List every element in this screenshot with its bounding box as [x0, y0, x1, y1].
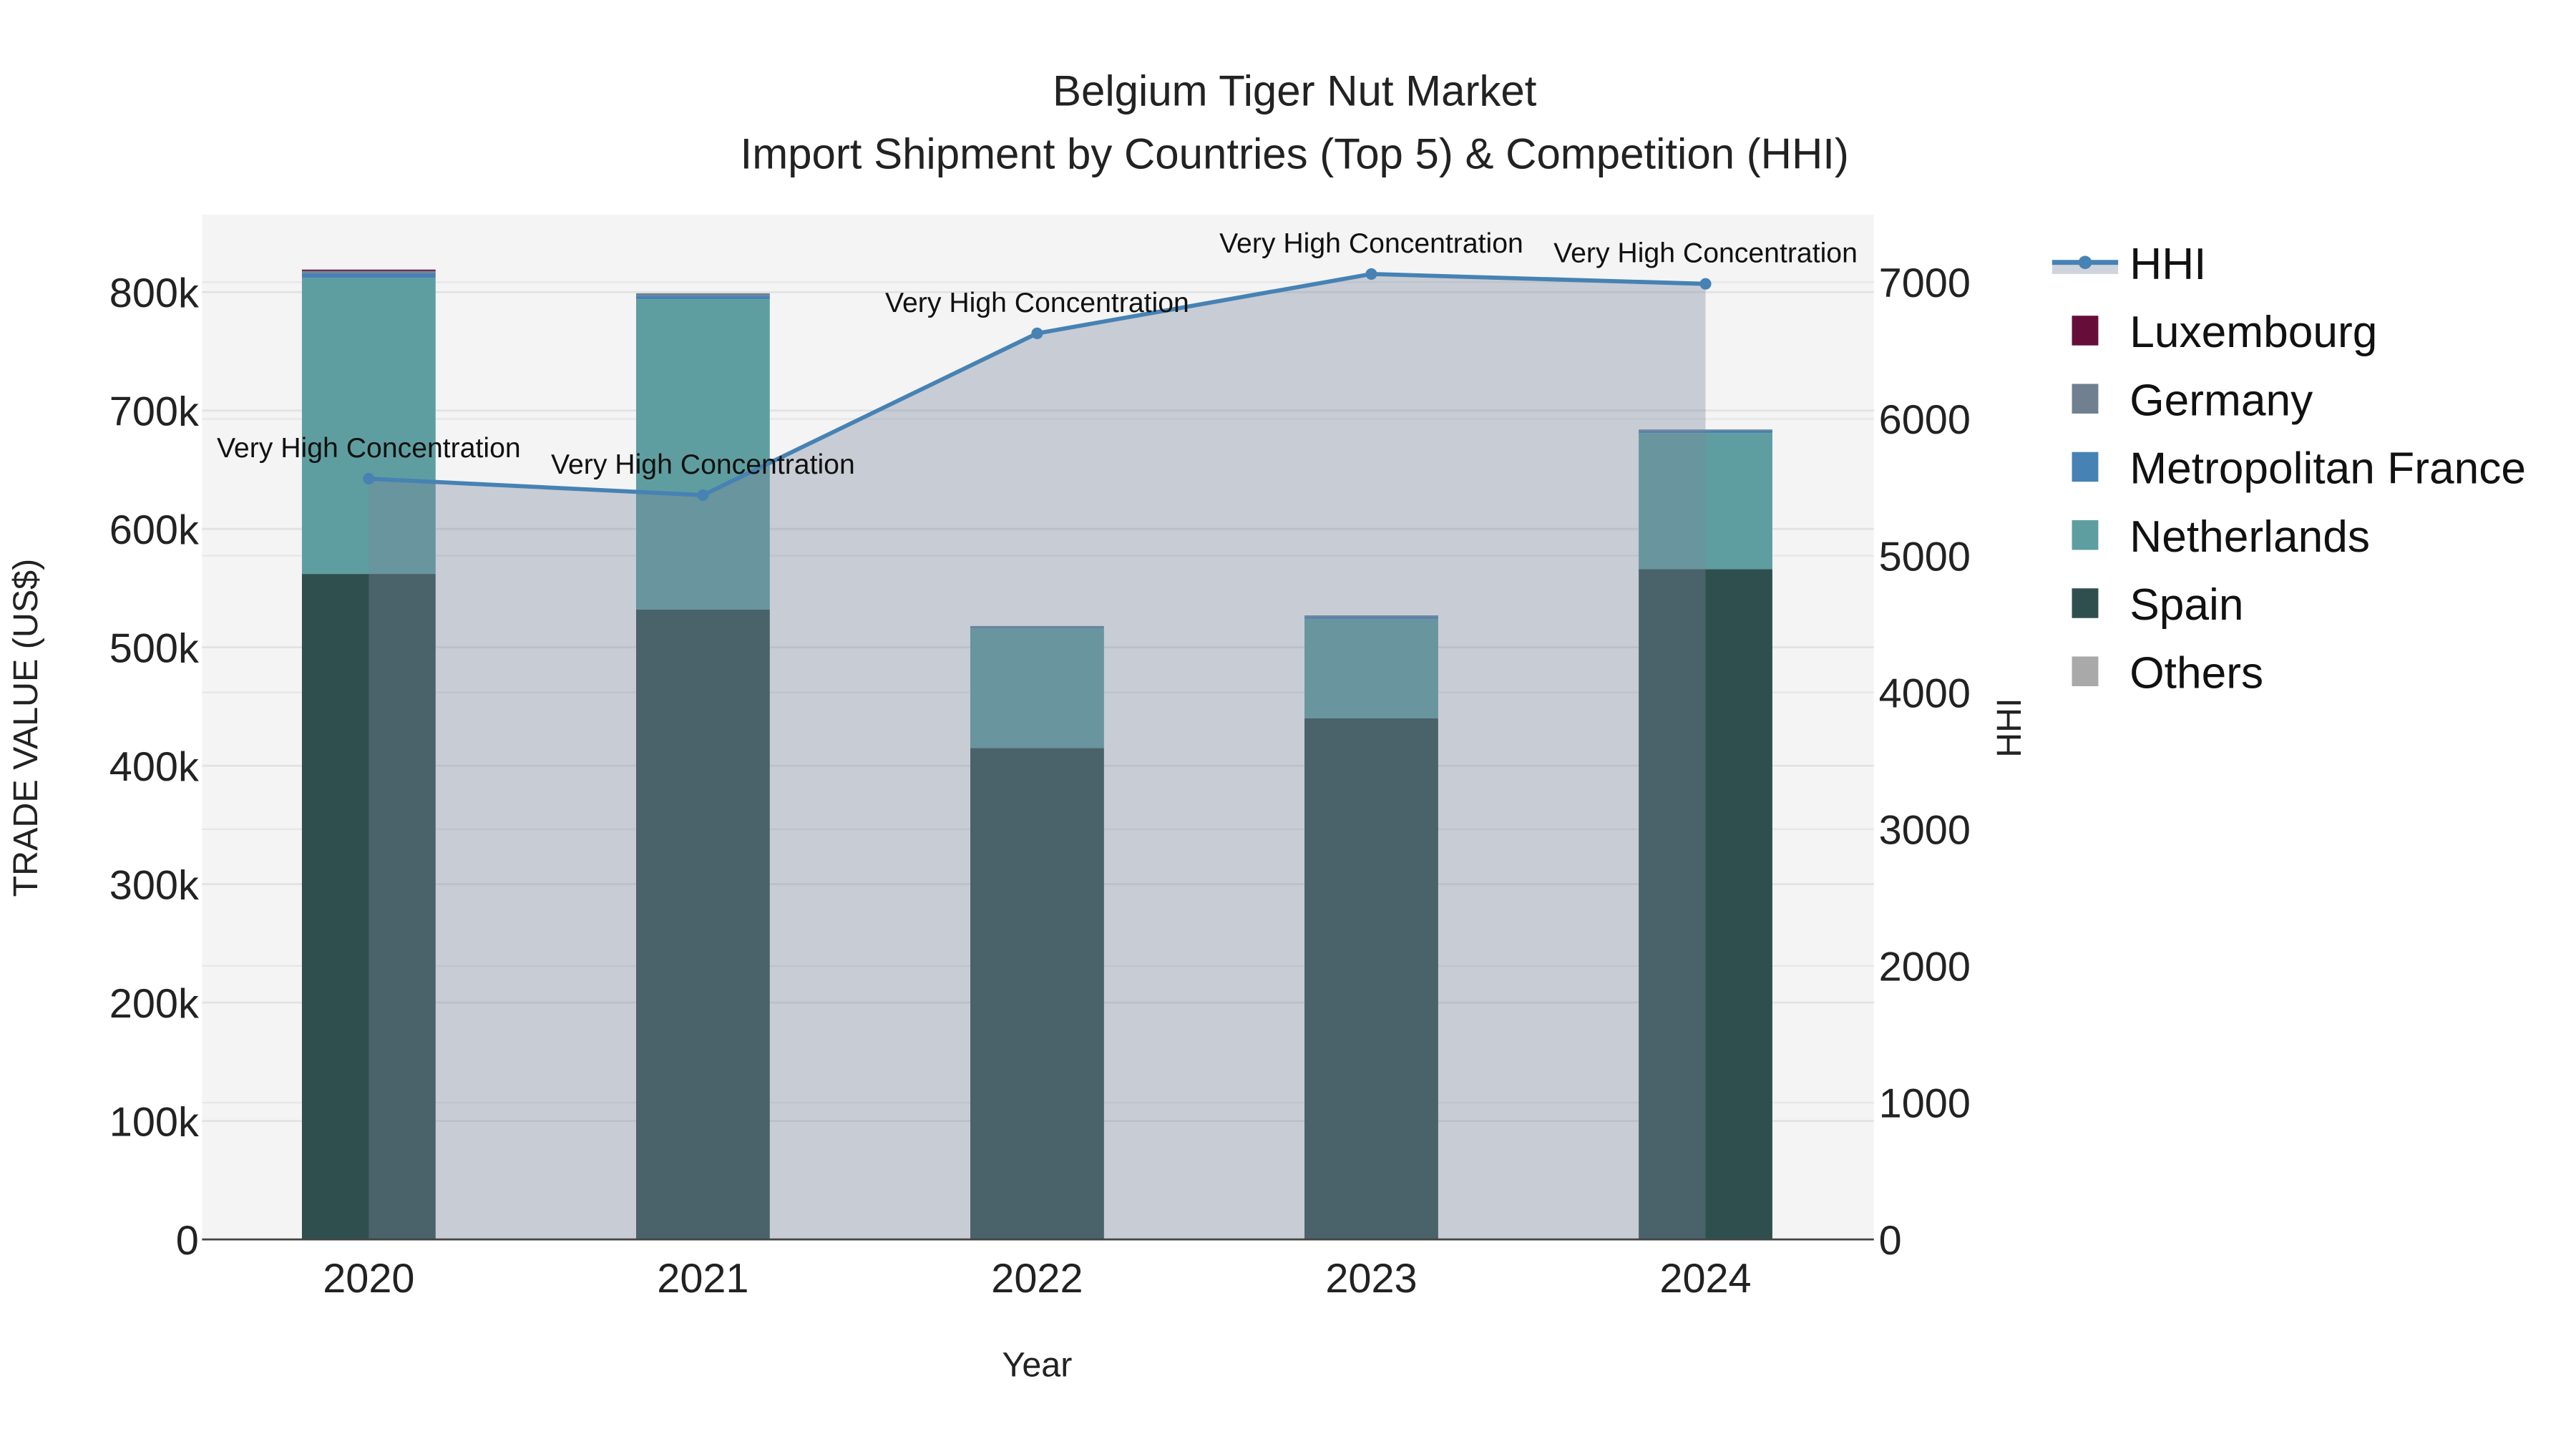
y2-tick-label: 6000 — [1879, 397, 1971, 443]
x-tick-label: 2022 — [991, 1256, 1083, 1302]
bar-netherlands-2024 — [1639, 433, 1772, 570]
legend-item-hhi[interactable]: HHI — [2051, 240, 2207, 289]
hhi-annotation: Very High Concentration — [885, 288, 1189, 318]
y2-tick-label: 5000 — [1879, 534, 1971, 580]
y-axis-ticks: 0 100k 200k 300k 400k 500k 600k 700k 800k — [109, 270, 199, 1264]
bar-germany-2021 — [635, 293, 770, 296]
legend-item-luxembourg[interactable]: Luxembourg — [2072, 308, 2378, 357]
bar-metropolitan-france-2024 — [1639, 430, 1772, 434]
bar-netherlands-2023 — [1304, 618, 1438, 718]
legend: HHI Luxembourg Germany Metropolitan France N… — [2051, 240, 2526, 698]
legend-label: Spain — [2129, 580, 2243, 630]
y-tick-label: 500k — [109, 625, 199, 671]
hhi-area — [369, 273, 1706, 1240]
chart-title: Belgium Tiger Nut Market — [1053, 67, 1537, 115]
x-tick-label: 2021 — [657, 1256, 748, 1302]
y2-tick-label: 3000 — [1879, 808, 1971, 854]
legend-label: Netherlands — [2129, 512, 2370, 562]
bar-metropolitan-france-2021 — [635, 296, 770, 300]
hhi-point-2020 — [363, 472, 375, 485]
x-tick-label: 2023 — [1325, 1256, 1417, 1302]
hhi-point-2021 — [697, 489, 709, 502]
y2-tick-label: 0 — [1879, 1218, 1902, 1264]
hhi-annotation: Very High Concentration — [1219, 228, 1523, 259]
x-axis-ticks: 2020 2021 2022 2023 2024 — [323, 1256, 1751, 1302]
legend-swatch-icon — [2072, 452, 2099, 482]
y2-axis-ticks: 0 1000 2000 3000 4000 5000 6000 7000 — [1879, 260, 1971, 1264]
bar-germany-2023 — [1304, 615, 1438, 617]
bar-germany-2020 — [301, 270, 436, 273]
bar-netherlands-2021 — [635, 299, 770, 610]
x-tick-label: 2024 — [1659, 1256, 1751, 1302]
legend-item-germany[interactable]: Germany — [2072, 376, 2314, 425]
hhi-point-2023 — [1365, 268, 1377, 280]
x-tick-label: 2020 — [323, 1256, 414, 1302]
y-tick-label: 200k — [109, 981, 199, 1027]
legend-item-others[interactable]: Others — [2072, 648, 2264, 698]
legend-item-netherlands[interactable]: Netherlands — [2072, 512, 2370, 562]
y-tick-label: 0 — [176, 1218, 199, 1264]
y2-tick-label: 2000 — [1879, 945, 1971, 990]
legend-label: Metropolitan France — [2129, 444, 2526, 494]
bar-spain-2022 — [970, 748, 1104, 1240]
legend-item-spain[interactable]: Spain — [2072, 580, 2244, 630]
bar-spain-2023 — [1304, 718, 1438, 1240]
legend-swatch-icon — [2072, 316, 2099, 346]
y-tick-label: 600k — [109, 507, 199, 553]
bar-metropolitan-france-2023 — [1304, 616, 1438, 619]
bar-spain-2024 — [1639, 569, 1772, 1240]
legend-item-metropolitan-france[interactable]: Metropolitan France — [2072, 444, 2526, 494]
y2-tick-label: 4000 — [1879, 670, 1971, 716]
legend-swatch-icon — [2072, 384, 2099, 414]
legend-label: Germany — [2129, 376, 2313, 425]
hhi-annotation: Very High Concentration — [551, 449, 855, 480]
hhi-point-2024 — [1699, 278, 1712, 290]
legend-label: Luxembourg — [2129, 308, 2377, 357]
x-axis-label: Year — [1002, 1346, 1073, 1385]
legend-label: HHI — [2129, 240, 2206, 289]
y-tick-label: 800k — [109, 270, 199, 316]
legend-swatch-icon — [2072, 656, 2099, 686]
y-tick-label: 300k — [109, 862, 199, 908]
y-tick-label: 700k — [109, 389, 199, 434]
bar-spain-2021 — [635, 609, 770, 1240]
bar-luxembourg-2020 — [301, 269, 436, 271]
y-tick-label: 100k — [109, 1099, 199, 1145]
legend-swatch-icon — [2072, 519, 2099, 550]
bar-germany-2022 — [970, 625, 1104, 628]
legend-swatch-icon — [2072, 588, 2099, 618]
hhi-annotation: Very High Concentration — [217, 433, 521, 464]
hhi-point-2022 — [1031, 327, 1043, 339]
bar-germany-2024 — [1639, 429, 1772, 431]
bars — [301, 269, 1772, 1240]
hhi-annotation: Very High Concentration — [1553, 238, 1858, 269]
y2-axis-label: HHI — [1990, 698, 2029, 757]
hhi-points: Very High Concentration Very High Concent… — [217, 228, 1858, 502]
y2-tick-label: 1000 — [1879, 1081, 1971, 1127]
hhi-legend-marker-icon — [2078, 255, 2092, 269]
bar-netherlands-2022 — [970, 628, 1104, 748]
bar-metropolitan-france-2020 — [301, 273, 436, 278]
bar-spain-2020 — [301, 574, 436, 1240]
y-axis-label: TRADE VALUE (US$) — [6, 559, 45, 897]
bar-netherlands-2020 — [301, 278, 436, 575]
chart-subtitle: Import Shipment by Countries (Top 5) & C… — [741, 130, 1849, 177]
y2-tick-label: 7000 — [1879, 260, 1971, 306]
y-tick-label: 400k — [109, 744, 199, 790]
bar-metropolitan-france-2022 — [970, 627, 1104, 629]
legend-label: Others — [2129, 648, 2263, 698]
